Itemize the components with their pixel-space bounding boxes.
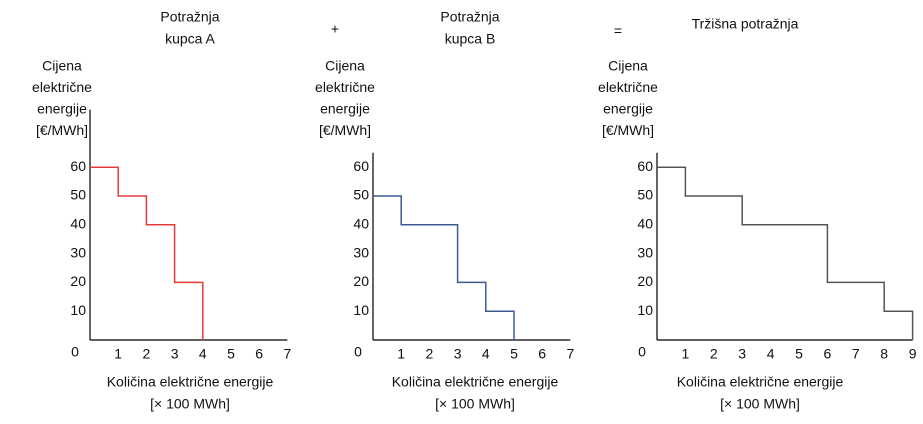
y-axis-label: energije (37, 101, 87, 117)
x-tick-label: 3 (738, 346, 746, 362)
y-axis-label: električne (315, 79, 375, 95)
y-tick-label: 0 (71, 344, 79, 360)
x-tick-label: 4 (767, 346, 775, 362)
y-tick-label: 20 (353, 273, 369, 289)
x-tick-label: 4 (199, 346, 207, 362)
y-tick-label: 10 (70, 302, 86, 318)
y-tick-label: 30 (70, 244, 86, 260)
x-tick-label: 1 (682, 346, 690, 362)
y-tick-label: 10 (637, 302, 653, 318)
x-axis-label: [× 100 MWh] (435, 396, 515, 412)
x-tick-label: 7 (852, 346, 860, 362)
x-tick-label: 7 (567, 346, 575, 362)
y-tick-label: 40 (637, 216, 653, 232)
x-tick-label: 3 (171, 346, 179, 362)
x-tick-label: 6 (538, 346, 546, 362)
y-tick-label: 60 (637, 158, 653, 174)
y-axis-label: [€/MWh] (36, 122, 88, 138)
x-tick-label: 5 (510, 346, 518, 362)
y-tick-label: 20 (637, 273, 653, 289)
chart-title: Potražnja (160, 9, 219, 25)
y-tick-label: 50 (70, 187, 86, 203)
x-axis-label: [× 100 MWh] (720, 396, 800, 412)
y-tick-label: 40 (353, 216, 369, 232)
x-tick-label: 1 (397, 346, 405, 362)
y-axis-label: električne (598, 79, 658, 95)
x-tick-label: 2 (426, 346, 434, 362)
y-tick-label: 60 (353, 158, 369, 174)
y-axis-label: energije (603, 101, 653, 117)
y-tick-label: 60 (70, 158, 86, 174)
x-tick-label: 7 (284, 346, 292, 362)
chart-title: kupca B (445, 31, 496, 47)
y-tick-label: 50 (637, 187, 653, 203)
y-tick-label: 10 (353, 302, 369, 318)
demand-step-line (657, 166, 914, 340)
y-tick-label: 20 (70, 273, 86, 289)
x-axis-label: [× 100 MWh] (150, 396, 230, 412)
x-tick-label: 3 (454, 346, 462, 362)
equals-sign: = (614, 23, 622, 39)
x-tick-label: 5 (227, 346, 235, 362)
y-axis-label: Cijena (325, 58, 365, 74)
y-axis-label: [€/MWh] (602, 122, 654, 138)
x-axis-label: Količina električne energije (107, 374, 274, 390)
x-tick-label: 8 (880, 346, 888, 362)
y-tick-label: 50 (353, 187, 369, 203)
x-axis-label: Količina električne energije (677, 374, 844, 390)
y-tick-label: 40 (70, 216, 86, 232)
x-tick-label: 2 (710, 346, 718, 362)
chart-title: Tržišna potražnja (692, 16, 799, 32)
x-tick-label: 5 (795, 346, 803, 362)
chart-title: Potražnja (440, 9, 499, 25)
demand-step-line (373, 195, 515, 340)
y-axis-label: Cijena (608, 58, 648, 74)
y-axis-label: energije (320, 101, 370, 117)
x-tick-label: 2 (143, 346, 151, 362)
chart-title: kupca A (165, 31, 215, 47)
y-axis-label: Cijena (42, 58, 82, 74)
x-tick-label: 1 (114, 346, 122, 362)
y-tick-label: 30 (637, 244, 653, 260)
y-axis-label: [€/MWh] (319, 122, 371, 138)
x-tick-label: 9 (909, 346, 917, 362)
y-tick-label: 0 (354, 344, 362, 360)
y-tick-label: 0 (638, 344, 646, 360)
plus-sign: + (331, 21, 339, 37)
demand-step-line (90, 166, 204, 340)
x-axis-label: Količina električne energije (392, 374, 559, 390)
x-tick-label: 6 (255, 346, 263, 362)
x-tick-label: 6 (824, 346, 832, 362)
y-tick-label: 30 (353, 244, 369, 260)
x-tick-label: 4 (482, 346, 490, 362)
y-axis-label: električne (32, 79, 92, 95)
